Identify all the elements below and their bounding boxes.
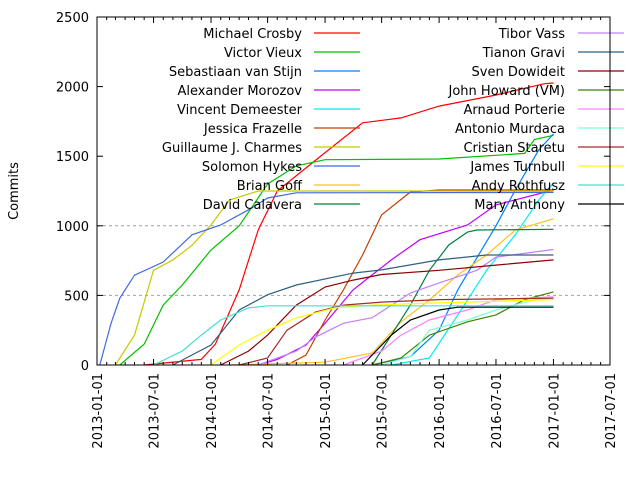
series-line-michael-crosby [144, 82, 554, 366]
legend-label: Sebastiaan van Stijn [169, 65, 302, 80]
legend-entry: Vincent Demeester [177, 103, 360, 118]
x-tick-label: 2017-01-01 [547, 373, 562, 449]
series-line-mary-anthony [362, 306, 554, 366]
legend-label: Guillaume J. Charmes [162, 141, 302, 156]
series-line-alexander-morozov [258, 189, 554, 366]
grid-lines [97, 225, 610, 296]
legend-label: Victor Vieux [224, 46, 302, 61]
y-tick-label: 2000 [56, 81, 89, 96]
x-tick-label: 2017-07-01 [604, 373, 619, 449]
y-tick-label: 500 [64, 289, 89, 304]
legend-label: Vincent Demeester [177, 103, 303, 118]
series-line-david-calavera [371, 228, 554, 366]
legend-entry: Alexander Morozov [177, 84, 360, 99]
y-axis-label: Commits [7, 162, 22, 220]
legend-label: Solomon Hykes [202, 160, 302, 175]
series-line-andy-rothfusz [153, 305, 554, 366]
series-line-arnaud-porterie [343, 296, 554, 366]
legend-entry: Mary Anthony [474, 198, 624, 213]
legend-entry: Sebastiaan van Stijn [169, 65, 360, 80]
series-line-solomon-hykes [99, 191, 554, 366]
legend-label: Tianon Gravi [482, 46, 565, 61]
x-tick-label: 2014-07-01 [262, 373, 277, 449]
legend-entry: Andy Rothfusz [472, 179, 624, 194]
legend-label: Jessica Frazelle [203, 122, 302, 137]
legend-label: James Turnbull [469, 160, 565, 175]
x-tick-label: 2016-07-01 [490, 373, 505, 449]
legend-entry: Arnaud Porterie [463, 103, 624, 118]
series-line-jessica-frazelle [286, 189, 554, 366]
legend-entry: Guillaume J. Charmes [162, 141, 360, 156]
x-tick-label: 2013-01-01 [91, 373, 106, 449]
x-tick-label: 2014-01-01 [205, 373, 220, 449]
y-tick-label: 2500 [56, 11, 89, 26]
legend-entry: Victor Vieux [224, 46, 360, 61]
x-tick-label: 2013-07-01 [148, 373, 163, 449]
legend-label: Sven Dowideit [472, 65, 565, 80]
y-tick-label: 1500 [56, 150, 89, 165]
legend-entry: Tibor Vass [498, 27, 624, 42]
y-tick-label: 0 [81, 359, 89, 374]
series-lines [99, 82, 554, 366]
legend-label: Tibor Vass [498, 27, 565, 42]
series-line-sebastiaan-van-stijn [372, 133, 554, 366]
series-line-john-howard-vm [372, 291, 554, 366]
series-line-victor-vieux [119, 134, 554, 366]
series-line-sven-dowideit [220, 259, 554, 366]
legend-label: Arnaud Porterie [463, 103, 565, 118]
legend-entry: James Turnbull [469, 160, 624, 175]
legend-entry: Michael Crosby [203, 27, 360, 42]
legend-label: Cristian Staretu [463, 141, 565, 156]
legend-entry: Antonio Murdaca [455, 122, 624, 137]
legend-entry: Sven Dowideit [472, 65, 624, 80]
series-line-james-turnbull [210, 299, 554, 366]
legend-label: Alexander Morozov [177, 84, 302, 99]
y-tick-label: 1000 [56, 220, 89, 235]
legend-label: Michael Crosby [203, 27, 302, 42]
legend-label: Mary Anthony [474, 198, 565, 213]
axis-ticks: 0 500 1000 1500 2000 2500 2013-01-01 2013-07-01… [56, 11, 619, 449]
x-tick-label: 2015-07-01 [376, 373, 391, 449]
legend-label: David Calavera [203, 198, 302, 213]
legend-label: Antonio Murdaca [455, 122, 565, 137]
legend-entry: Tianon Gravi [482, 46, 624, 61]
x-tick-label: 2015-01-01 [319, 373, 334, 449]
legend-label: Andy Rothfusz [472, 179, 566, 194]
legend-entry: Jessica Frazelle [203, 122, 360, 137]
legend-entry: John Howard (VM) [448, 84, 624, 99]
legend: Michael Crosby Victor Vieux Sebastiaan van… [162, 27, 624, 213]
legend-entry: Cristian Staretu [463, 141, 624, 156]
legend-label: Brian Goff [237, 179, 303, 194]
series-line-tianon-gravi [172, 254, 554, 366]
series-line-vincent-demeester [391, 182, 554, 366]
x-tick-label: 2016-01-01 [433, 373, 448, 449]
series-line-cristian-staretu [239, 297, 554, 366]
legend-entry: Brian Goff [237, 179, 360, 194]
legend-entry: David Calavera [203, 198, 360, 213]
series-line-guillaume-j-charmes [114, 190, 554, 366]
legend-label: John Howard (VM) [448, 84, 565, 99]
legend-entry: Solomon Hykes [202, 160, 360, 175]
